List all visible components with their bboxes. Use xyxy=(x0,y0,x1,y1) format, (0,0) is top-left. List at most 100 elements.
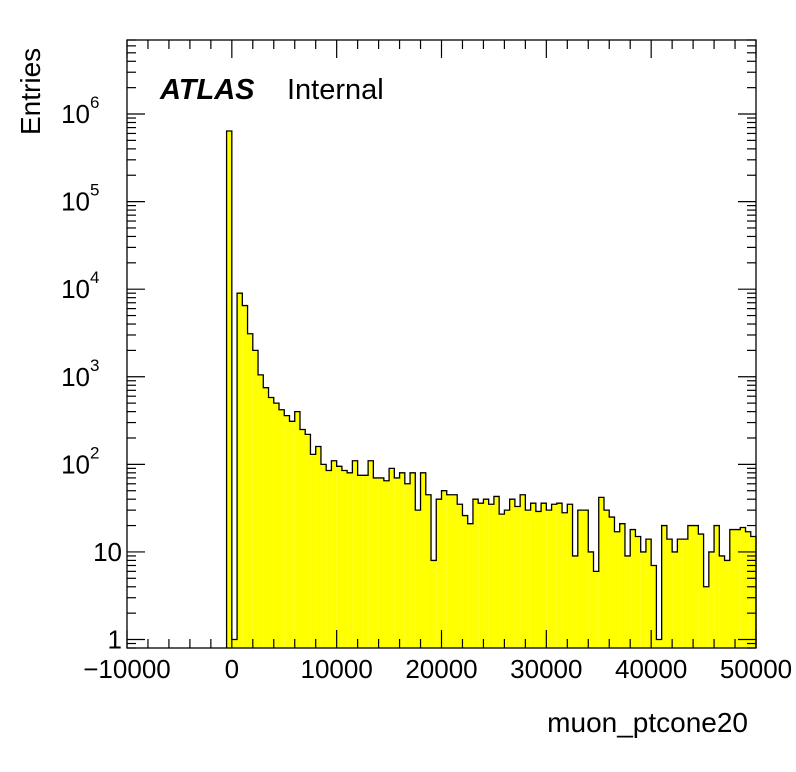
histogram-bin xyxy=(651,565,657,648)
histogram-bin xyxy=(320,464,327,648)
y-tick-exponent: 6 xyxy=(90,93,99,112)
histogram-bin xyxy=(509,499,515,648)
histogram-bin xyxy=(247,333,253,648)
y-tick-exponent: 2 xyxy=(90,443,99,462)
histogram-bin xyxy=(263,387,269,648)
histogram-bin xyxy=(483,499,489,648)
histogram-bin xyxy=(436,499,442,648)
histogram-bin xyxy=(708,551,715,648)
histogram-bin xyxy=(341,470,348,648)
histogram-bin xyxy=(352,460,358,648)
histogram-bin xyxy=(258,374,264,648)
histogram-bin xyxy=(389,468,395,648)
y-tick-label: 10 xyxy=(93,537,122,567)
histogram-bin xyxy=(630,529,636,648)
x-tick-label: 0 xyxy=(225,654,239,684)
histogram-bin xyxy=(672,551,678,648)
histogram-bin xyxy=(462,515,468,648)
histogram-bin xyxy=(446,494,452,648)
histogram-bin xyxy=(724,560,730,648)
histogram-bin xyxy=(546,510,552,648)
x-tick-label: −10000 xyxy=(83,654,170,684)
histogram-bin xyxy=(624,555,631,648)
y-tick-label: 1 xyxy=(108,625,122,655)
histogram-bin xyxy=(661,525,667,648)
histogram-bin xyxy=(703,586,709,648)
histogram-bin xyxy=(399,472,405,648)
histogram-bin xyxy=(583,510,589,648)
x-tick-labels: −10000 0 10000 20000 30000 40000 50000 xyxy=(83,654,792,684)
y-tick-label: 10 xyxy=(61,187,90,217)
histogram-bin xyxy=(336,466,342,648)
histogram-bin xyxy=(572,555,578,648)
histogram-bin xyxy=(698,534,704,648)
histogram-bin xyxy=(315,446,321,648)
histogram-bin xyxy=(410,472,416,648)
histogram-bin xyxy=(478,503,484,648)
histogram-bin xyxy=(457,504,463,648)
histogram-bin xyxy=(451,494,458,648)
histogram-bin xyxy=(331,460,337,648)
histogram-bin xyxy=(284,415,290,648)
histogram-bin xyxy=(656,639,662,648)
histogram-bin xyxy=(556,503,563,648)
y-tick-label: 10 xyxy=(61,362,90,392)
x-tick-label: 30000 xyxy=(510,654,582,684)
histogram-bin xyxy=(289,421,295,648)
x-tick-label: 10000 xyxy=(301,654,373,684)
x-tick-label: 50000 xyxy=(720,654,792,684)
histogram-bin xyxy=(729,529,736,648)
histogram-bin xyxy=(745,531,751,648)
y-tick-exponent: 5 xyxy=(90,181,99,200)
y-tick-label: 10 xyxy=(61,274,90,304)
histogram-bin xyxy=(268,397,274,648)
histogram-bin xyxy=(640,551,646,648)
histogram-bin xyxy=(514,506,521,648)
histogram-bin xyxy=(714,525,720,648)
histogram-bin xyxy=(677,539,683,648)
histogram-bin xyxy=(593,571,599,648)
y-axis-title: Entries xyxy=(15,48,46,135)
histogram-bin xyxy=(666,539,673,648)
histogram-bin xyxy=(493,496,500,648)
histogram-bin xyxy=(740,527,746,648)
histogram-outline xyxy=(225,130,757,648)
histogram-bin xyxy=(635,536,641,648)
histogram-bin xyxy=(645,539,652,648)
histogram-bin xyxy=(488,504,494,648)
histogram-bin xyxy=(357,475,363,648)
histogram-bin xyxy=(310,454,316,648)
histogram-bin xyxy=(378,477,384,648)
histogram-bin xyxy=(687,525,694,648)
histogram-bin xyxy=(682,539,688,648)
histogram-bin xyxy=(326,470,332,648)
histogram-bin xyxy=(226,130,232,648)
histogram-bin xyxy=(541,503,547,648)
histogram-bin xyxy=(588,551,594,648)
y-tick-exponent: 3 xyxy=(90,356,99,375)
histogram-bin xyxy=(305,434,311,648)
histogram-bin xyxy=(525,510,531,648)
histogram-bin xyxy=(614,531,620,648)
x-tick-label: 20000 xyxy=(405,654,477,684)
x-tick-label: 40000 xyxy=(615,654,687,684)
histogram-bin xyxy=(609,517,615,648)
histogram-bin xyxy=(530,503,536,648)
histogram-bin xyxy=(231,639,238,648)
plot-frame xyxy=(126,39,757,649)
histogram-bin xyxy=(299,429,306,648)
histogram-bin xyxy=(441,490,447,648)
histogram-bin xyxy=(394,477,400,648)
histogram-bin xyxy=(577,510,584,648)
histogram-bin xyxy=(415,510,421,648)
histogram-bin xyxy=(373,477,379,648)
histogram-bin xyxy=(252,350,259,648)
histogram-bin xyxy=(425,494,432,648)
histogram-bin xyxy=(279,409,285,648)
histogram-bin xyxy=(368,460,374,648)
histogram-bin xyxy=(294,411,300,648)
histogram-bin xyxy=(598,497,604,648)
histogram-bin xyxy=(619,523,625,648)
